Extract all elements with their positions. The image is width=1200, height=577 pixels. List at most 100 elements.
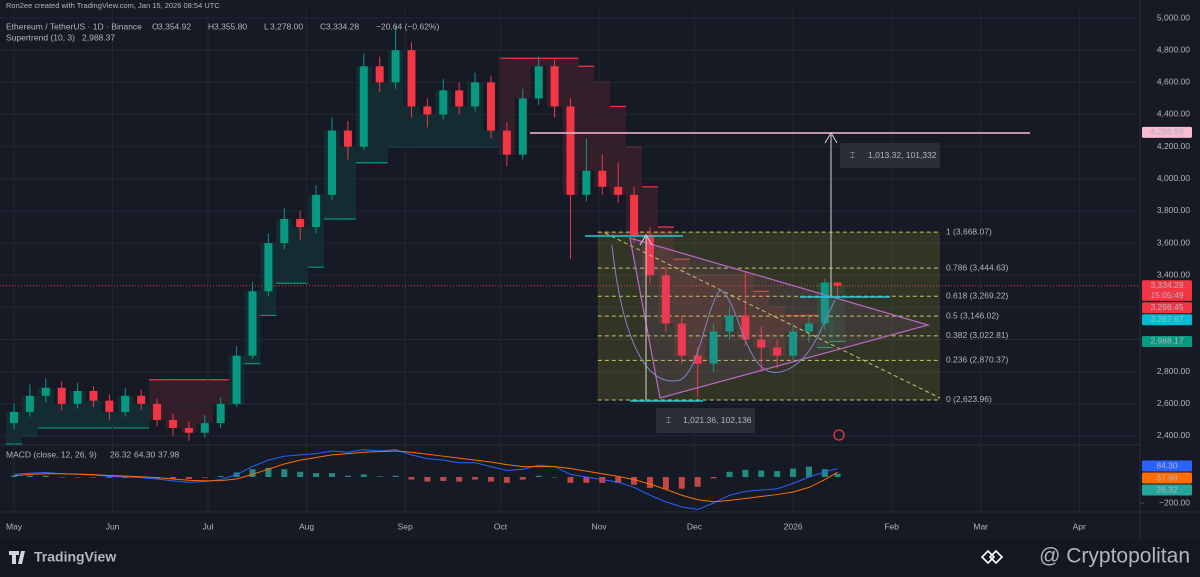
candle-body	[73, 390, 82, 404]
candle-body	[741, 315, 750, 340]
candle-body	[280, 218, 289, 244]
candle-body	[264, 243, 273, 292]
price-tag-label: 37.98	[1156, 472, 1178, 482]
macd-bar	[834, 473, 841, 478]
measure-label: 1,013.32, 101,332	[868, 150, 937, 160]
macd-bar	[774, 471, 781, 478]
candle-body	[773, 347, 782, 356]
arrow-head	[639, 234, 653, 246]
candle-body	[153, 403, 162, 420]
candle-body	[550, 66, 559, 107]
macd-bar	[217, 475, 224, 478]
x-tick-label: Jul	[203, 521, 214, 531]
supertrend-fill	[133, 403, 150, 428]
ohlc-value: 3,355.80	[214, 21, 247, 31]
macd-bar	[344, 475, 351, 478]
supertrend-fill	[689, 275, 706, 364]
candle-body	[566, 106, 575, 195]
candle-body	[486, 82, 495, 131]
y-tick-label: 4,800.00	[1157, 44, 1190, 54]
candle-body	[391, 50, 400, 83]
macd-value: 37.98	[158, 449, 180, 459]
macd-bar	[567, 477, 574, 483]
price-tag	[1142, 335, 1192, 347]
macd-bar	[408, 477, 415, 480]
price-tag	[1142, 460, 1192, 472]
credit-logo	[980, 549, 1004, 565]
candle-body	[232, 355, 241, 404]
macd-bar	[90, 477, 97, 478]
supertrend-fill	[451, 106, 468, 147]
candle-body	[89, 390, 98, 401]
macd-bar	[360, 474, 367, 478]
candle-body	[471, 82, 480, 107]
candle-body	[582, 170, 591, 195]
candle-body	[41, 387, 50, 396]
signal-line	[13, 450, 838, 503]
macd-bar	[821, 469, 828, 478]
candle-body	[312, 194, 321, 228]
candle-body	[407, 50, 416, 107]
y-tick-label: 3,800.00	[1157, 205, 1190, 215]
candle-body	[375, 66, 384, 83]
y-tick-label: 3,600.00	[1157, 237, 1190, 247]
candle-body	[820, 282, 829, 324]
candle-body	[661, 275, 670, 324]
supertrend-fill	[37, 387, 54, 428]
x-tick-label: Sep	[398, 521, 413, 531]
fib-label: 0.236 (2,870.37)	[946, 355, 1009, 365]
x-tick-label: 2026	[784, 521, 803, 531]
macd-bar	[10, 475, 17, 478]
supertrend-fill	[753, 291, 770, 348]
footer	[0, 540, 1200, 577]
macd-bar	[58, 477, 65, 478]
credit: @ Cryptopolitan	[1039, 545, 1190, 568]
candle-body	[789, 331, 798, 356]
watermark: Ron2ee created with TradingView.com, Jan…	[6, 1, 220, 10]
price-tag	[1142, 314, 1192, 326]
macd-value: 64.30	[134, 449, 156, 459]
brand: TradingView	[34, 549, 116, 565]
price-tag-label: 3,334.28	[1150, 280, 1183, 290]
candle-body	[327, 130, 336, 195]
ohlc-value: 3,354.92	[158, 21, 191, 31]
x-tick-label: Nov	[592, 521, 608, 531]
symbol-title: Ethereum / TetherUS · 1D · Binance	[6, 21, 142, 31]
fib-label: 0.5 (3,146.02)	[946, 310, 999, 320]
macd-bar	[42, 475, 49, 478]
supertrend-fill	[371, 82, 388, 163]
candle-body	[833, 282, 842, 286]
diamond	[988, 549, 1004, 565]
measure-icon: ⌶	[850, 150, 855, 160]
price-tag	[1142, 280, 1192, 292]
change: −20.64 (−0.62%)	[376, 21, 439, 31]
fib-label: 0.786 (3,444.63)	[946, 262, 1009, 272]
macd-bar	[678, 477, 685, 489]
macd-bar	[74, 477, 81, 478]
macd-bar	[169, 477, 176, 479]
macd-bar	[456, 477, 463, 482]
ohlc-value: 3,278.00	[270, 21, 303, 31]
candle-body	[343, 130, 352, 147]
macd-bar	[281, 469, 288, 478]
y-tick-label: 2,400.00	[1157, 430, 1190, 440]
candle-body	[534, 66, 543, 99]
macd-bar	[249, 469, 256, 478]
x-tick-label: Apr	[1073, 521, 1086, 531]
candle-body	[200, 423, 209, 433]
macd-bar	[392, 475, 399, 478]
candle-body	[630, 194, 639, 236]
ohlc-key: O	[152, 21, 159, 31]
candle-body	[184, 427, 193, 433]
measure-box	[656, 408, 755, 433]
macd-bar	[328, 473, 335, 478]
trend-line	[604, 232, 941, 399]
measure-icon: ⌶	[666, 415, 671, 425]
macd-bar	[694, 477, 701, 487]
candle-body	[725, 315, 734, 332]
macd-bar	[758, 470, 765, 478]
macd-bar	[487, 477, 494, 482]
candle-body	[359, 66, 368, 147]
supertrend-fill	[483, 130, 499, 147]
